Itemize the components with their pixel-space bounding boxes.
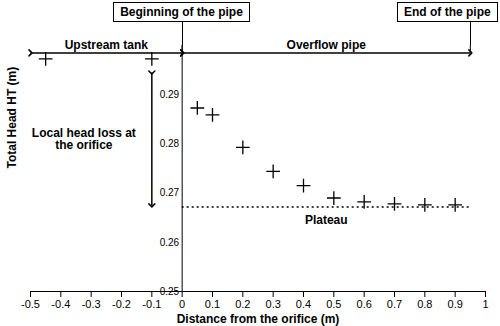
svg-text:0: 0	[179, 298, 185, 310]
svg-text:Local head loss atthe orifice: Local head loss atthe orifice	[32, 126, 136, 152]
svg-text:Upstream tank: Upstream tank	[65, 38, 149, 52]
svg-text:Distance from the orifice (m): Distance from the orifice (m)	[177, 312, 340, 326]
svg-text:0.4: 0.4	[296, 298, 311, 310]
svg-text:0.8: 0.8	[417, 298, 432, 310]
svg-text:-0.2: -0.2	[112, 298, 131, 310]
svg-text:Overflow pipe: Overflow pipe	[287, 38, 367, 52]
svg-text:0.27: 0.27	[160, 187, 180, 198]
svg-text:0.29: 0.29	[160, 89, 180, 100]
html-text:Beginning of the pipe: Beginning of the pipe	[120, 5, 243, 19]
svg-text:Total Head HT (m): Total Head HT (m)	[5, 67, 19, 169]
svg-text:0.9: 0.9	[448, 298, 463, 310]
svg-text:-0.5: -0.5	[21, 298, 40, 310]
svg-text:-0.3: -0.3	[82, 298, 101, 310]
svg-text:0.6: 0.6	[357, 298, 372, 310]
svg-text:0.28: 0.28	[160, 138, 180, 149]
svg-text:0.7: 0.7	[387, 298, 402, 310]
svg-text:-0.1: -0.1	[142, 298, 161, 310]
svg-text:Plateau: Plateau	[305, 213, 348, 227]
svg-text:0.2: 0.2	[235, 298, 250, 310]
svg-text:1: 1	[482, 298, 488, 310]
svg-text:0.5: 0.5	[326, 298, 341, 310]
svg-text:0.26: 0.26	[160, 237, 180, 248]
svg-text:0.1: 0.1	[205, 298, 220, 310]
svg-text:0.25: 0.25	[160, 286, 180, 297]
svg-text:-0.4: -0.4	[51, 298, 70, 310]
html-text:End of the pipe: End of the pipe	[404, 5, 491, 19]
svg-text:0.3: 0.3	[266, 298, 281, 310]
